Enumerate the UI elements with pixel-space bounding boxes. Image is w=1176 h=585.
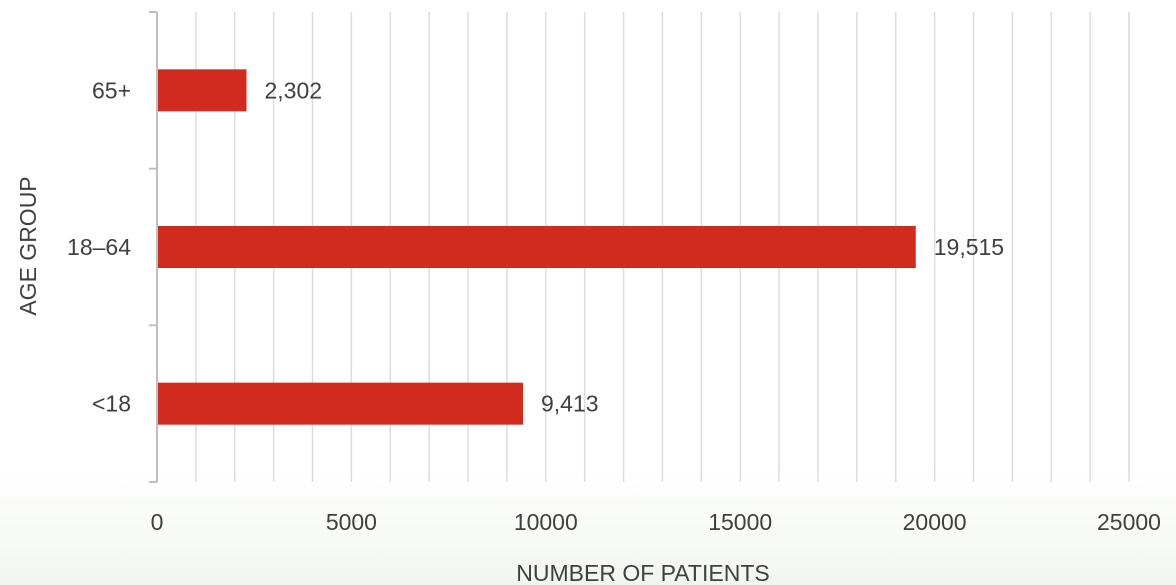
data-label: 2,302 xyxy=(265,77,323,103)
x-axis-title: NUMBER OF PATIENTS xyxy=(516,560,769,585)
x-tick-label: 25000 xyxy=(1097,509,1161,535)
y-axis-title: AGE GROUP xyxy=(15,176,41,315)
x-tick-label: 15000 xyxy=(708,509,772,535)
bar xyxy=(158,69,247,112)
y-tick-label: <18 xyxy=(92,391,131,417)
x-tick-label: 20000 xyxy=(903,509,967,535)
data-label: 9,413 xyxy=(541,391,599,417)
axes xyxy=(149,11,158,483)
y-tick-label: 65+ xyxy=(92,77,131,103)
bar xyxy=(158,382,523,425)
bars xyxy=(158,69,916,425)
bar xyxy=(158,226,916,268)
labels: <18 9,413 18–64 19,515 65+ 2,302 0 5000 10000 150… xyxy=(67,77,1161,535)
y-tick-label: 18–64 xyxy=(67,234,131,260)
x-tick-label: 0 xyxy=(151,509,164,535)
data-label: 19,515 xyxy=(934,234,1004,260)
x-tick-label: 10000 xyxy=(514,509,578,535)
x-tick-label: 5000 xyxy=(326,509,377,535)
